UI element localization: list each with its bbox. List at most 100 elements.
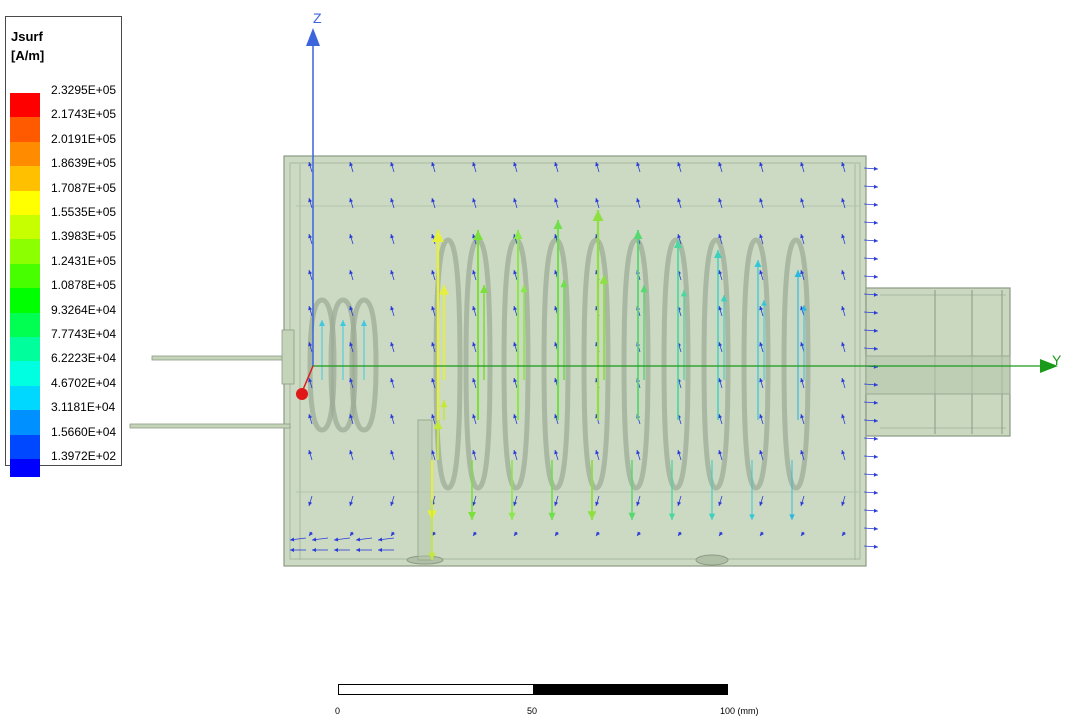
current-vector-arrow [595,197,600,209]
current-vector-arrow [472,413,477,425]
current-vector-arrow [290,548,306,552]
current-vector-arrow [718,269,723,281]
current-vector-arrow [553,220,563,420]
current-vector-arrow [513,495,518,507]
current-vector-arrow [308,413,313,425]
legend-entry: 1.0878E+05 [6,278,123,314]
current-vector-arrow [800,269,805,281]
current-vector-arrow [513,341,518,353]
current-vector-arrow [863,256,879,261]
current-vector-arrow [349,197,354,209]
current-vector-arrow [789,460,795,520]
coil-turn [307,297,337,433]
current-vector-arrow [800,161,805,173]
current-vector-arrow [761,300,767,380]
current-vector-arrow [431,341,436,353]
current-vector-arrow [841,197,846,209]
legend-value-label: 1.8639E+05 [51,156,117,171]
current-vector-arrow [863,418,879,423]
current-vector-arrow [513,531,518,537]
current-vector-arrow [311,537,329,542]
current-vector-arrow [595,161,600,173]
current-vector-arrow [863,310,879,315]
legend-swatch [10,117,40,143]
current-vector-arrow [554,531,559,537]
current-vector-arrow [520,285,528,380]
current-vector-arrow [587,460,597,520]
current-vector-arrow [636,197,641,209]
legend-swatch [10,385,40,411]
legend-value-label: 1.5535E+05 [51,205,117,219]
current-vector-arrow [308,377,313,389]
current-vector-arrow [390,495,395,507]
current-vector-arrow [472,495,477,507]
legend-entry: 1.2431E+05 [6,254,123,289]
legend-entry: 2.0191E+05 [6,132,123,167]
current-vector-arrow [863,400,879,405]
legend-value-label: 3.1181E+04 [51,400,116,415]
scale-bar [338,684,728,697]
current-vector-arrow [349,161,354,173]
current-vector-arrow [513,305,518,317]
current-vector-arrow [289,537,307,542]
current-vector-arrow [349,269,354,281]
coil-turn [328,297,358,433]
current-vector-arrow [548,460,556,520]
current-vector-arrow [841,413,846,425]
helix-coil [307,237,811,491]
legend-value-label: 1.2431E+05 [51,253,117,268]
coil-turn [349,297,379,433]
legend-entry: 3.1181E+04 [6,400,123,436]
current-vector-arrow [759,341,764,353]
legend-entry: 2.1743E+05 [6,107,123,143]
color-legend[interactable]: Jsurf [A/m] 2.3295E+05 2.1743E+05 2.0191E+… [5,16,123,477]
scale-tick-0: 0 [335,706,341,716]
current-vector-arrow [312,548,328,552]
current-vector-arrow [432,230,444,420]
current-vector-arrow [800,531,805,537]
current-vector-arrow [759,269,764,281]
current-vector-arrow [680,290,688,380]
current-vector-arrow [754,260,762,420]
current-vector-arrow [718,197,723,209]
current-vector-arrow [439,285,449,380]
legend-swatch [10,215,40,240]
legend-entry: 7.7743E+04 [6,327,123,362]
current-vector-arrow [863,508,879,513]
legend-value-label: 1.0878E+05 [51,278,117,293]
current-vector-arrow [473,230,483,420]
coil-turn [701,237,731,491]
current-vector-arrow [863,238,879,243]
current-vector-arrow [513,161,518,173]
current-vector-arrow [718,495,723,507]
current-vector-arrow [431,413,436,425]
current-vector-arrow [863,184,879,189]
legend-value-label: 2.1743E+05 [51,107,117,122]
legend-value-label: 2.3295E+05 [51,83,117,97]
current-vector-arrow [863,544,879,549]
legend-entry: 1.5535E+05 [6,205,123,240]
current-vector-arrow [863,274,879,279]
legend-entry: 2.3295E+05 [6,83,123,118]
current-vector-arrow [759,233,764,245]
current-vector-arrow [636,161,641,173]
legend-swatch [10,190,40,216]
current-vector-arrow [472,269,477,281]
current-vector-arrow [599,275,609,380]
current-vector-arrow [472,377,477,389]
current-vectors [289,161,879,560]
current-vector-arrow [349,449,354,461]
current-vector-arrow [718,377,723,389]
current-vector-arrow [308,531,313,537]
current-vector-arrow [431,269,436,281]
current-vector-arrow [718,413,723,425]
current-vector-arrow [390,269,395,281]
current-vector-arrow [800,341,805,353]
legend-value-label: 1.7087E+05 [51,180,117,195]
current-vector-arrow [800,413,805,425]
current-vector-arrow [595,495,600,507]
current-vector-arrow [513,449,518,461]
current-vector-arrow [677,531,682,537]
current-vector-arrow [308,449,313,461]
